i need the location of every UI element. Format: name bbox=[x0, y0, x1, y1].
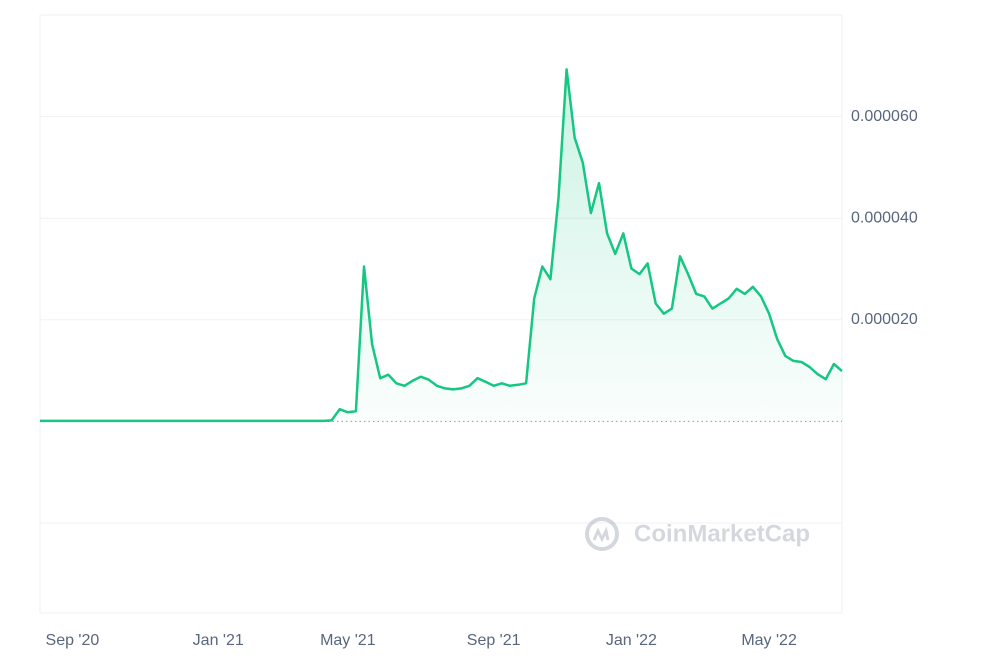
x-tick-label: Sep '20 bbox=[46, 632, 100, 649]
x-tick-label: Sep '21 bbox=[467, 632, 521, 649]
y-tick-label: 0.000040 bbox=[851, 209, 918, 226]
x-tick-label: May '22 bbox=[741, 632, 797, 649]
y-tick-label: 0.000020 bbox=[851, 311, 918, 328]
plot-frame bbox=[39, 14, 843, 614]
price-line bbox=[40, 68, 843, 423]
watermark: CoinMarketCap bbox=[585, 517, 810, 551]
x-tick-label: Jan '21 bbox=[193, 632, 244, 649]
watermark-text: CoinMarketCap bbox=[634, 520, 810, 547]
x-tick-label: May '21 bbox=[320, 632, 376, 649]
y-tick-label: 0.000060 bbox=[851, 108, 918, 125]
price-area bbox=[40, 69, 842, 422]
x-tick-label: Jan '22 bbox=[606, 632, 657, 649]
